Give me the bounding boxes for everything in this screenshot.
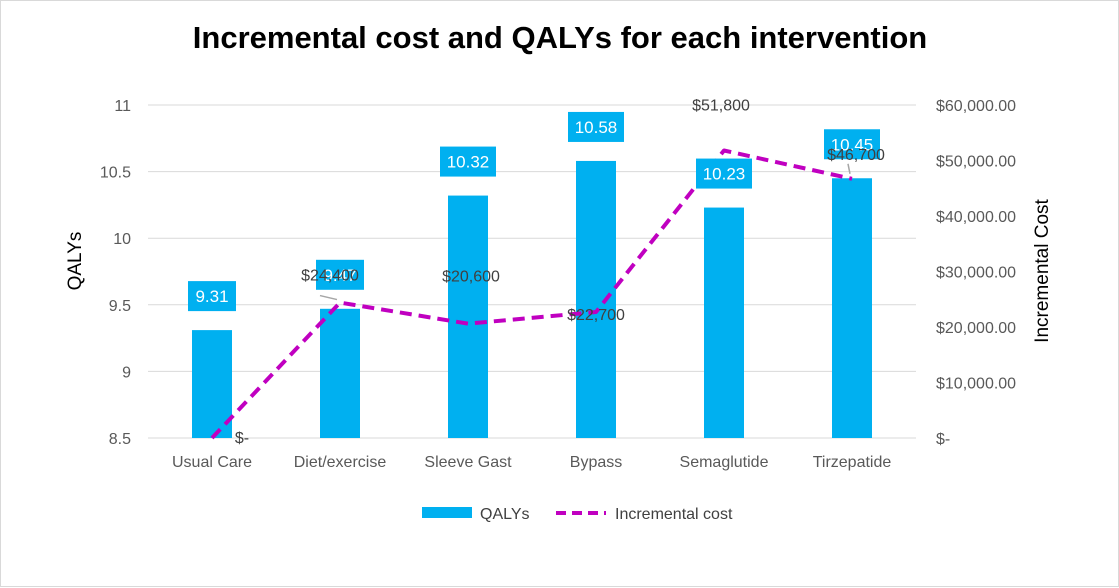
cost-label: $20,600 — [442, 269, 500, 286]
category-label: Bypass — [570, 454, 622, 471]
cost-label: $51,800 — [692, 98, 750, 115]
category-label: Tirzepatide — [813, 454, 892, 471]
qaly-bar — [832, 178, 872, 438]
qaly-bar — [576, 160, 616, 438]
left-tick-label: 9 — [122, 364, 131, 381]
cost-data-labels: $- $24,400 $20,600 $22,700 $51,800 $46,700 — [235, 98, 885, 447]
category-label: Sleeve Gast — [424, 454, 512, 471]
left-tick-label: 8.5 — [109, 431, 131, 448]
qaly-label-box — [696, 158, 752, 189]
cost-label: $46,700 — [827, 147, 885, 164]
cost-label: $24,400 — [301, 268, 359, 285]
gridlines — [148, 104, 916, 439]
qaly-label: 10.32 — [440, 146, 496, 177]
chart-title: Incremental cost and QALYs for each inte… — [193, 20, 927, 55]
qaly-label-box — [188, 281, 236, 312]
legend-cost-label: Incremental cost — [615, 506, 733, 523]
left-tick-label: 10.5 — [100, 165, 131, 182]
qaly-bar — [320, 308, 360, 438]
qaly-label: 10.23 — [696, 158, 752, 189]
cost-label: $- — [235, 430, 249, 447]
qaly-label-text: 10.45 — [831, 135, 874, 154]
incremental-cost-line — [210, 148, 853, 440]
qaly-label: 9.47 — [316, 259, 364, 290]
cost-label-leader — [319, 294, 338, 301]
qaly-label-text: 10.23 — [703, 165, 746, 184]
qaly-label: 9.31 — [188, 281, 236, 312]
qaly-label-box — [568, 111, 624, 142]
qaly-bar — [704, 207, 744, 438]
qaly-data-labels: 9.31 9.47 10.32 10.58 10.23 10.45 — [188, 111, 880, 312]
qaly-label-text: 10.58 — [575, 118, 618, 137]
right-tick-label: $40,000.00 — [936, 209, 1016, 226]
legend: QALYs Incremental cost — [422, 506, 733, 523]
category-labels: Usual Care Diet/exercise Sleeve Gast Bypass… — [172, 454, 891, 471]
cost-line — [210, 148, 853, 440]
qaly-label-text: 9.47 — [323, 266, 356, 285]
category-label: Semaglutide — [680, 454, 769, 471]
right-tick-label: $30,000.00 — [936, 265, 1016, 282]
qaly-label: 10.45 — [824, 129, 880, 160]
qaly-label-text: 9.31 — [195, 287, 228, 306]
qaly-label-text: 10.32 — [447, 153, 490, 172]
left-tick-label: 9.5 — [109, 298, 131, 315]
qaly-label-box — [440, 146, 496, 177]
cost-label-leader — [847, 163, 851, 174]
left-tick-label: 11 — [114, 98, 131, 115]
category-label: Diet/exercise — [294, 454, 387, 471]
right-axis-ticks: $- $10,000.00 $20,000.00 $30,000.00 $40,000.… — [936, 98, 1016, 448]
qaly-bar — [448, 195, 488, 438]
right-tick-label: $50,000.00 — [936, 154, 1016, 171]
qaly-label-box — [824, 129, 880, 160]
left-axis-title: QALYs — [65, 232, 86, 291]
right-tick-label: $- — [936, 431, 950, 448]
right-tick-label: $20,000.00 — [936, 320, 1016, 337]
qaly-bar — [192, 330, 232, 438]
left-axis-ticks: 8.5 9 9.5 10 10.5 11 — [100, 98, 131, 448]
legend-qaly-swatch — [422, 507, 472, 518]
right-axis-title: Incremental Cost — [1032, 198, 1053, 342]
left-tick-label: 10 — [113, 231, 131, 248]
qaly-label-box — [316, 259, 364, 290]
right-tick-label: $60,000.00 — [936, 98, 1016, 115]
cost-label: $22,700 — [567, 307, 625, 324]
category-label: Usual Care — [172, 454, 252, 471]
qaly-label: 10.58 — [568, 111, 624, 142]
legend-qaly-label: QALYs — [480, 506, 530, 523]
right-tick-label: $10,000.00 — [936, 376, 1016, 393]
qaly-bars — [192, 160, 872, 438]
